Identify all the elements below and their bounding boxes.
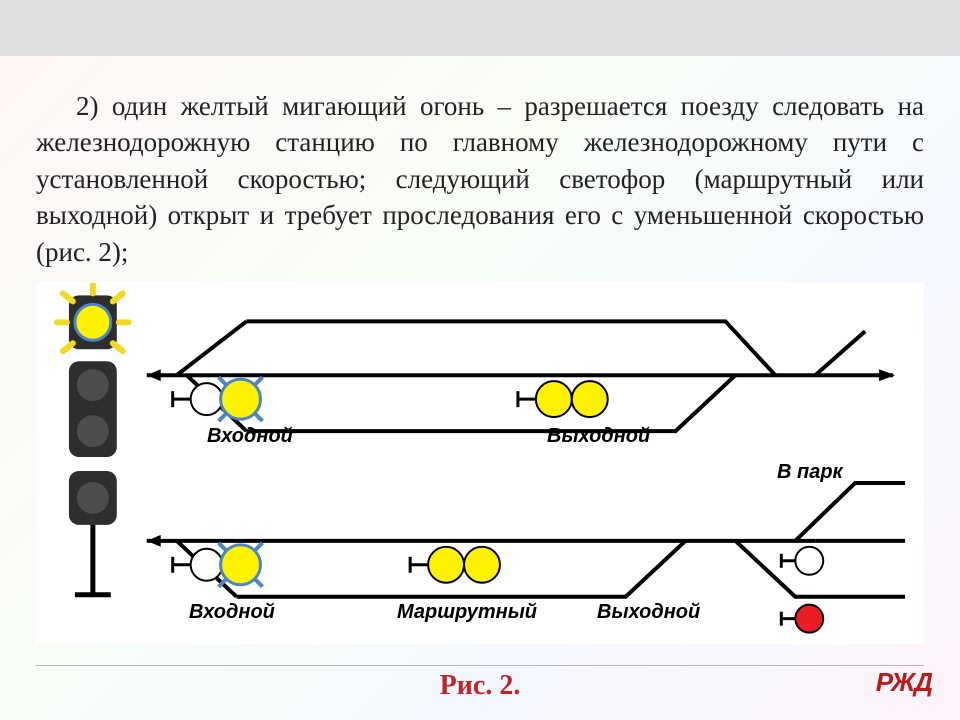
description-text: 2) один желтый мигающий огонь – разрешае… xyxy=(0,56,960,278)
bottom-route-signal xyxy=(410,547,500,583)
label-entry-top: Входной xyxy=(207,425,293,448)
top-entry-signal xyxy=(173,377,263,421)
label-park: В парк xyxy=(777,461,843,484)
page: 2) один желтый мигающий огонь – разрешае… xyxy=(0,0,960,720)
label-exit-bottom: Выходной xyxy=(597,601,700,624)
figure-caption: Рис. 2. xyxy=(0,670,960,702)
footer-divider xyxy=(36,665,924,666)
paragraph: 2) один желтый мигающий огонь – разрешае… xyxy=(36,88,924,270)
rzd-logo: РЖД xyxy=(876,667,932,698)
label-route: Маршрутный xyxy=(397,601,537,624)
bottom-exit-upper-signal xyxy=(781,547,823,575)
label-entry-bottom: Входной xyxy=(189,601,275,624)
label-exit-top: Выходной xyxy=(547,425,650,448)
header-bar xyxy=(0,0,960,56)
top-exit-signal xyxy=(518,381,608,417)
bottom-exit-lower-signal xyxy=(781,605,823,633)
main-signal-mast xyxy=(57,284,129,595)
diagram: Входной Выходной В парк Входной Маршрутн… xyxy=(36,282,924,644)
